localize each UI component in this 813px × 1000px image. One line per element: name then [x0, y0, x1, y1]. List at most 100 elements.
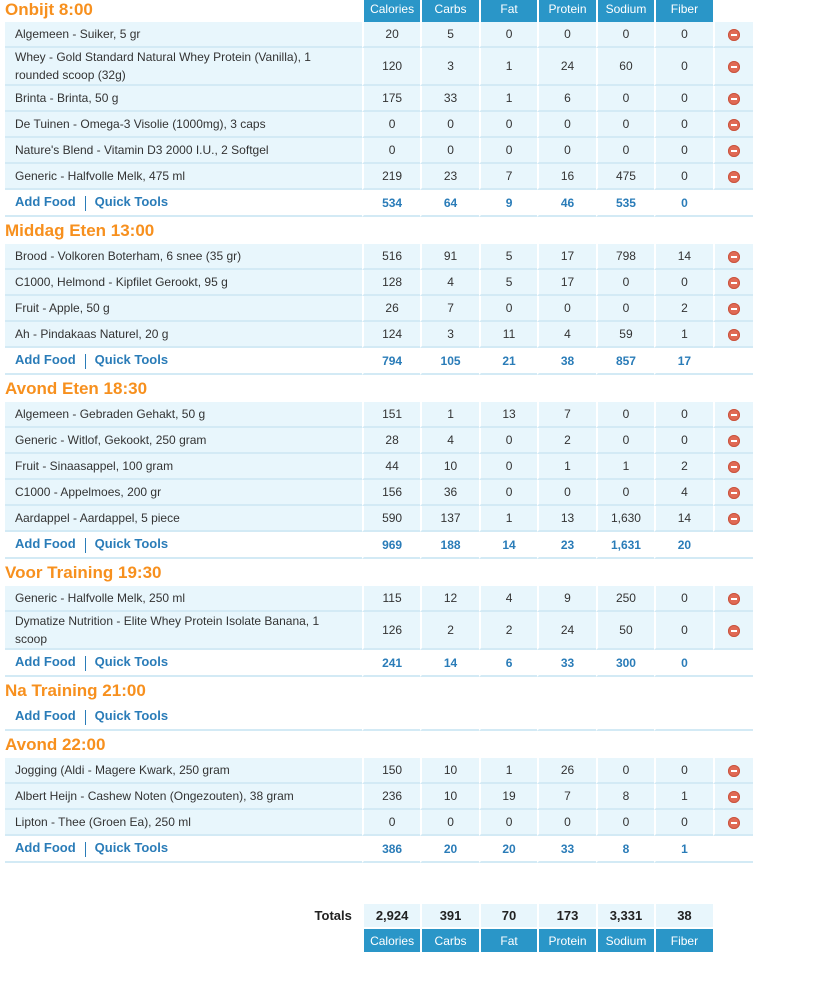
minus-circle-icon[interactable] [727, 302, 740, 315]
delete-food-cell[interactable] [712, 758, 753, 784]
delete-food-cell[interactable] [712, 164, 753, 190]
food-fiber: 0 [654, 112, 713, 138]
food-fat: 13 [478, 402, 538, 428]
food-protein: 0 [537, 112, 596, 138]
minus-circle-icon[interactable] [727, 764, 740, 777]
minus-circle-icon[interactable] [727, 486, 740, 499]
add-food-link[interactable]: Add Food [15, 654, 76, 670]
food-fat: 2 [478, 612, 538, 650]
minus-circle-icon[interactable] [727, 460, 740, 473]
meal-total-sodium [595, 704, 655, 731]
meal-header: Na Training 21:00 [5, 677, 753, 704]
minus-circle-icon[interactable] [727, 592, 740, 605]
delete-food-cell[interactable] [712, 612, 753, 650]
food-fiber: 0 [654, 164, 713, 190]
quick-tools-link[interactable]: Quick Tools [94, 708, 169, 724]
delete-food-cell[interactable] [712, 86, 753, 112]
delete-food-cell[interactable] [712, 138, 753, 164]
minus-circle-icon[interactable] [727, 60, 740, 73]
minus-circle-icon[interactable] [727, 434, 740, 447]
meal-total-protein: 33 [537, 650, 596, 677]
food-fat: 5 [478, 244, 538, 270]
delete-food-cell[interactable] [712, 454, 753, 480]
food-row: Whey - Gold Standard Natural Whey Protei… [5, 48, 753, 86]
delete-food-cell[interactable] [712, 48, 753, 86]
quick-tools-link[interactable]: Quick Tools [94, 536, 169, 552]
minus-circle-icon[interactable] [727, 28, 740, 41]
food-fiber: 0 [654, 810, 713, 836]
daily-totals: Totals 2,924 391 70 173 3,331 38 Calorie… [5, 904, 753, 952]
delete-food-cell[interactable] [712, 586, 753, 612]
add-food-link[interactable]: Add Food [15, 708, 76, 724]
food-row: Brinta - Brinta, 50 g 175 33 1 6 0 0 [5, 86, 753, 112]
quick-tools-link[interactable]: Quick Tools [94, 840, 169, 856]
minus-circle-icon[interactable] [727, 118, 740, 131]
delete-food-cell[interactable] [712, 270, 753, 296]
food-calories: 20 [361, 22, 421, 48]
quick-tools-link[interactable]: Quick Tools [94, 194, 169, 210]
totals-col-sodium: Sodium [595, 927, 655, 952]
meal-footer: Add Food Quick Tools [5, 704, 753, 731]
delete-food-cell[interactable] [712, 506, 753, 532]
delete-food-cell[interactable] [712, 810, 753, 836]
food-name: Generic - Witlof, Gekookt, 250 gram [5, 428, 362, 454]
food-fat: 19 [478, 784, 538, 810]
delete-food-cell[interactable] [712, 22, 753, 48]
minus-circle-icon[interactable] [727, 250, 740, 263]
divider [84, 195, 86, 211]
food-sodium: 0 [595, 428, 655, 454]
minus-circle-icon[interactable] [727, 790, 740, 803]
food-fat: 7 [478, 164, 538, 190]
meal-total-carbs [420, 704, 479, 731]
meal-total-calories [361, 704, 421, 731]
meal-title: Voor Training 19:30 [5, 562, 162, 582]
food-name: Aardappel - Aardappel, 5 piece [5, 506, 362, 532]
food-name: Lipton - Thee (Groen Ea), 250 ml [5, 810, 362, 836]
delete-food-cell[interactable] [712, 296, 753, 322]
minus-circle-icon[interactable] [727, 408, 740, 421]
minus-circle-icon[interactable] [727, 170, 740, 183]
food-fat: 1 [478, 758, 538, 784]
minus-circle-icon[interactable] [727, 144, 740, 157]
minus-circle-icon[interactable] [727, 92, 740, 105]
meal-footer: Add Food Quick Tools 969 188 14 23 1,631 20 [5, 532, 753, 559]
delete-food-cell[interactable] [712, 244, 753, 270]
divider [84, 537, 86, 553]
divider [84, 655, 86, 671]
meal-total-calories: 969 [361, 532, 421, 559]
column-header-fiber: Fiber [654, 0, 713, 22]
food-row: Fruit - Apple, 50 g 26 7 0 0 0 2 [5, 296, 753, 322]
meal-title: Onbijt 8:00 [5, 0, 93, 19]
food-name: Brinta - Brinta, 50 g [5, 86, 362, 112]
totals-col-calories: Calories [361, 927, 421, 952]
delete-food-cell[interactable] [712, 428, 753, 454]
minus-circle-icon[interactable] [727, 512, 740, 525]
food-calories: 0 [361, 810, 421, 836]
meal-total-carbs: 14 [420, 650, 479, 677]
food-row: Algemeen - Gebraden Gehakt, 50 g 151 1 13 7 0… [5, 402, 753, 428]
delete-food-cell[interactable] [712, 784, 753, 810]
minus-circle-icon[interactable] [727, 276, 740, 289]
food-sodium: 60 [595, 48, 655, 86]
add-food-link[interactable]: Add Food [15, 352, 76, 368]
food-protein: 7 [537, 402, 596, 428]
minus-circle-icon[interactable] [727, 624, 740, 637]
food-row: Brood - Volkoren Boterham, 6 snee (35 gr… [5, 244, 753, 270]
food-calories: 44 [361, 454, 421, 480]
add-food-link[interactable]: Add Food [15, 194, 76, 210]
meal-total-sodium: 535 [595, 190, 655, 217]
food-name: Ah - Pindakaas Naturel, 20 g [5, 322, 362, 348]
food-carbs: 10 [420, 758, 479, 784]
totals-label: Totals [314, 908, 352, 923]
quick-tools-link[interactable]: Quick Tools [94, 352, 169, 368]
totals-col-fiber: Fiber [654, 927, 713, 952]
add-food-link[interactable]: Add Food [15, 840, 76, 856]
minus-circle-icon[interactable] [727, 816, 740, 829]
quick-tools-link[interactable]: Quick Tools [94, 654, 169, 670]
delete-food-cell[interactable] [712, 402, 753, 428]
minus-circle-icon[interactable] [727, 328, 740, 341]
add-food-link[interactable]: Add Food [15, 536, 76, 552]
delete-food-cell[interactable] [712, 480, 753, 506]
delete-food-cell[interactable] [712, 112, 753, 138]
delete-food-cell[interactable] [712, 322, 753, 348]
